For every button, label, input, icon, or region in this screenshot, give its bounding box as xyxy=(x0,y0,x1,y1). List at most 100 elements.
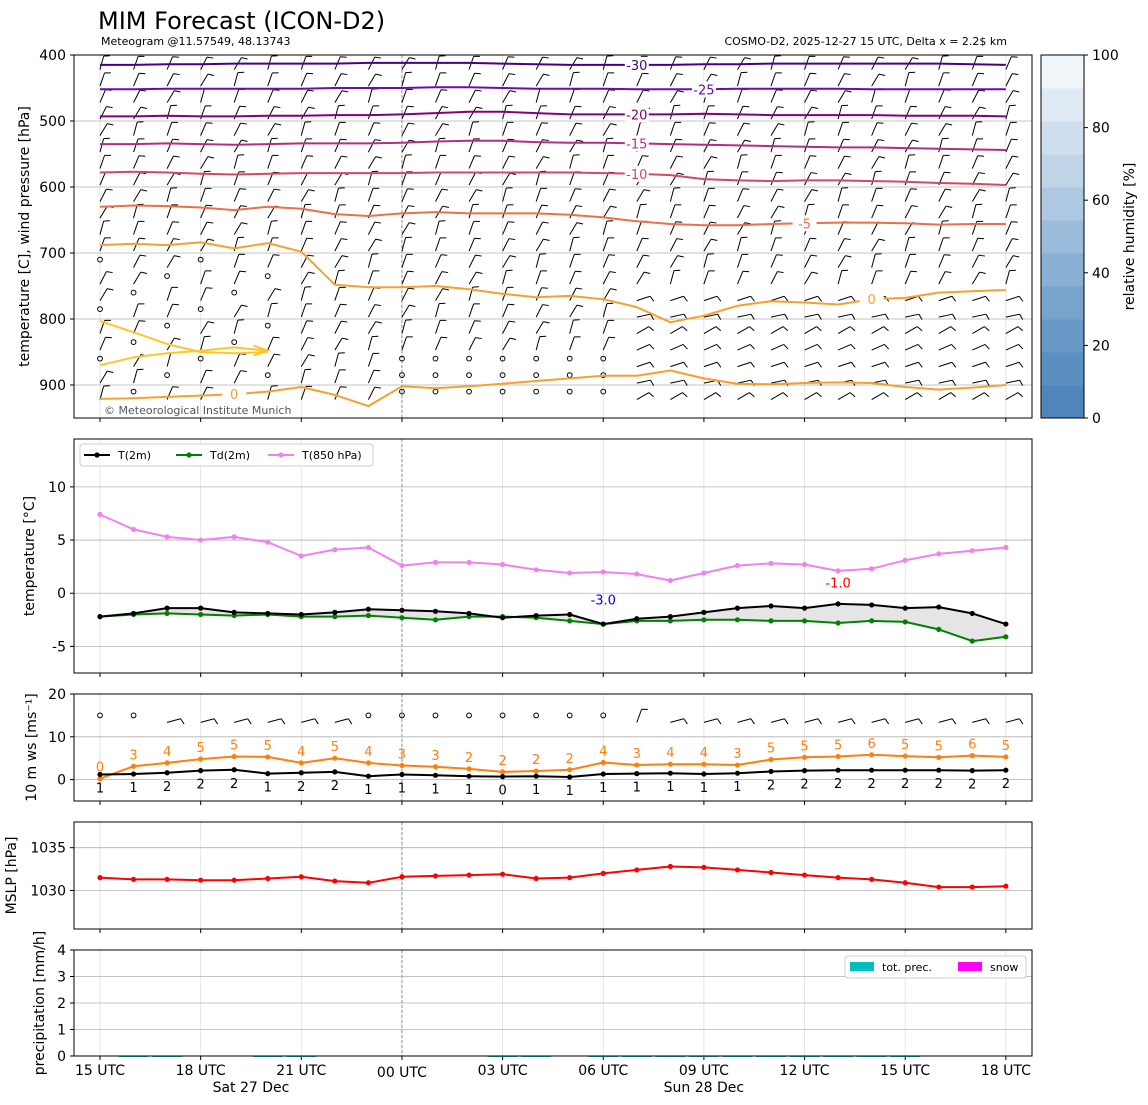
wind-barb-flag xyxy=(408,287,415,290)
wind-barb-flag xyxy=(811,106,819,109)
wind-barb-flag xyxy=(240,370,247,373)
wind-barb-flag xyxy=(975,203,983,206)
wind-barb xyxy=(737,205,751,219)
wind-barb-flag xyxy=(642,237,649,240)
wind-barb-staff xyxy=(133,155,140,169)
wind-barb xyxy=(837,343,856,351)
wind-barb xyxy=(435,237,447,252)
wind-barb-staff xyxy=(703,105,709,120)
wind-barb-staff xyxy=(670,392,683,401)
wind-speed-label: 3 xyxy=(431,749,439,764)
t850-point xyxy=(533,567,539,573)
wind-barb xyxy=(837,313,856,320)
wind-barb xyxy=(300,337,314,351)
wind-barb xyxy=(904,236,916,252)
wind-barb xyxy=(904,71,916,87)
wind-barb-flag xyxy=(985,295,990,302)
wind-barb-staff xyxy=(200,88,205,103)
wind-barb xyxy=(736,253,749,268)
wind-barb xyxy=(166,255,181,268)
wind-barb-flag xyxy=(473,138,480,140)
wind-barb-staff xyxy=(200,122,207,136)
wind-barb-flag xyxy=(213,718,219,725)
wind-barb xyxy=(133,89,147,103)
wind-barb-flag xyxy=(642,72,649,75)
wind-speed-point xyxy=(265,754,271,760)
wind-barb xyxy=(367,221,382,235)
wind-barb-staff xyxy=(435,220,440,235)
wind-barb-staff xyxy=(1005,361,1020,368)
wind-barb-staff xyxy=(502,73,510,87)
wind-barb xyxy=(233,205,247,219)
wind-barb xyxy=(938,326,956,335)
wind-barb-staff xyxy=(367,188,374,202)
wind-barb-staff xyxy=(703,188,709,202)
wind-barb xyxy=(535,270,548,285)
wind-barb-staff xyxy=(972,379,987,384)
wind-barb-staff xyxy=(233,370,242,384)
wind-gust-label: 1 xyxy=(566,784,574,799)
wind-barb xyxy=(502,204,514,219)
wind-gust-point xyxy=(768,768,774,775)
wind-barb xyxy=(569,88,581,103)
wind-barb-staff xyxy=(133,271,142,285)
wind-barb-staff xyxy=(166,221,174,235)
wind-barb xyxy=(99,154,111,169)
wind-barb-flag xyxy=(374,139,382,142)
wind-barb-staff xyxy=(569,304,578,318)
wind-barb xyxy=(200,287,213,301)
wind-barb-staff xyxy=(468,172,476,186)
wind-barb-staff xyxy=(670,295,684,302)
wind-barb-flag xyxy=(774,55,781,57)
wind-barb-staff xyxy=(904,343,919,351)
wind-barb-staff xyxy=(770,172,777,186)
wind-speed-point xyxy=(164,760,170,766)
calm-wind-marker xyxy=(130,388,137,395)
wind-barb-staff xyxy=(804,343,818,351)
wind-barb-flag xyxy=(878,73,886,76)
t850-point xyxy=(768,560,774,567)
isotherm-label-bg xyxy=(624,135,649,152)
wind-barb-staff xyxy=(669,105,675,120)
wind-barb-staff xyxy=(166,172,175,186)
wind-barb-flag xyxy=(608,254,616,256)
wind-barb xyxy=(535,287,548,301)
wind-barb-staff xyxy=(200,287,207,301)
wind-speed-label: 5 xyxy=(264,739,272,754)
wind-barb xyxy=(1005,187,1016,202)
wind-barb-staff xyxy=(267,303,272,318)
wind-barb-staff xyxy=(99,220,105,235)
wind-barb-flag xyxy=(241,222,248,225)
wind-barb xyxy=(602,188,616,202)
wind-barb xyxy=(971,138,984,153)
wind-speed-point xyxy=(298,760,304,766)
wind-barb-flag xyxy=(273,336,280,339)
wind-barb-flag xyxy=(816,392,822,398)
wind-barb-staff xyxy=(99,271,107,285)
wind-barb xyxy=(435,154,447,169)
wind-barb xyxy=(670,326,688,335)
wind-barb-flag xyxy=(977,237,985,240)
isotherm-label-bg xyxy=(624,165,649,182)
wind-barb-flag xyxy=(945,188,952,191)
wind-barb-staff xyxy=(1005,238,1013,252)
wind-barb-staff xyxy=(401,336,407,351)
wind-barb xyxy=(267,106,281,120)
wind-barb-staff xyxy=(770,313,785,318)
wind-barb xyxy=(133,172,147,186)
calm-wind-marker xyxy=(432,372,439,379)
wind-barb-flag xyxy=(271,302,278,305)
calm-wind-marker xyxy=(499,388,506,395)
wind-barb-flag xyxy=(844,73,851,76)
mslp-point xyxy=(902,880,908,886)
wind-barb-staff xyxy=(804,172,812,186)
wind-barb-flag xyxy=(943,72,950,74)
wind-barb-flag xyxy=(206,56,214,59)
wind-barb-staff xyxy=(804,238,811,252)
wind-barb-staff xyxy=(804,295,819,302)
wind-speed-label: 3 xyxy=(633,747,641,762)
wind-barb xyxy=(367,335,379,351)
wind-barb-staff xyxy=(904,326,918,335)
isotherm-line xyxy=(99,241,1006,324)
wind-speed-label: 3 xyxy=(733,747,741,762)
